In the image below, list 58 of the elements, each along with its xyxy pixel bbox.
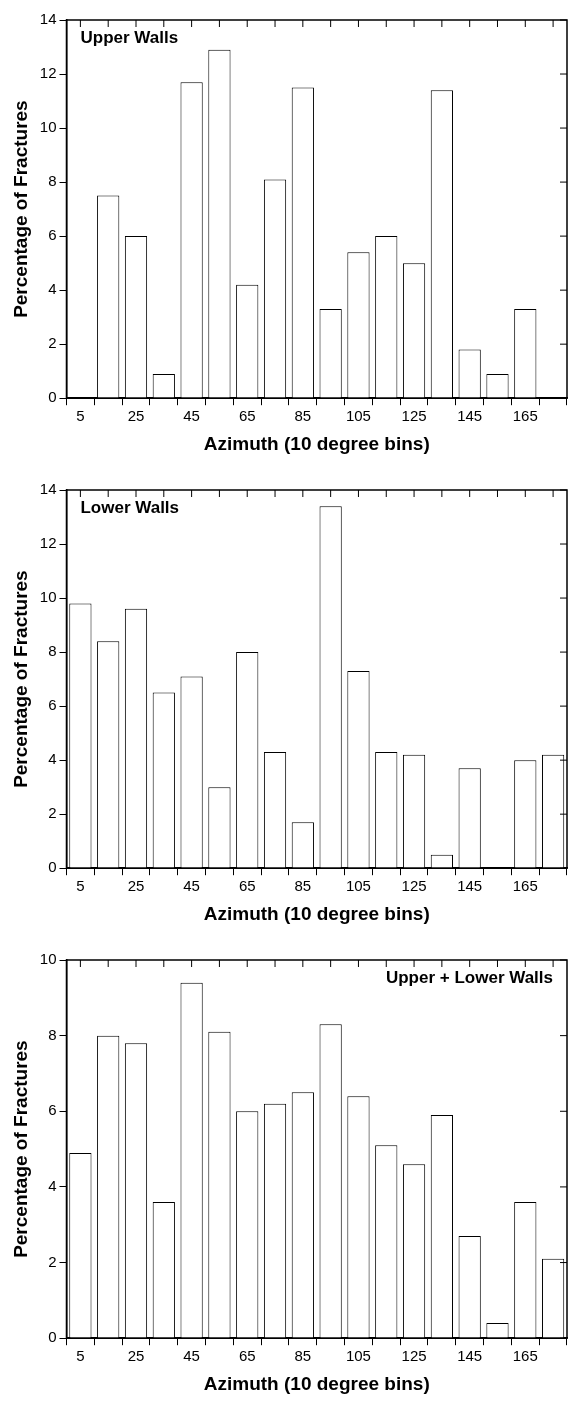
x-tick-label: 45 — [183, 1347, 200, 1365]
y-tick-label: 14 — [39, 10, 57, 28]
text: Lower Walls — [80, 498, 180, 518]
x-axis-title: Azimuth (10 degree bins) — [203, 432, 430, 454]
y-tick-label: 10 — [39, 588, 57, 606]
y-tick-label: 0 — [48, 858, 57, 876]
x-tick-label: 165 — [512, 407, 538, 425]
x-tick-label: 105 — [345, 1347, 371, 1365]
y-tick-label: 0 — [48, 388, 57, 406]
x-tick-label: 145 — [457, 407, 483, 425]
y-tick-label: 0 — [48, 1328, 57, 1346]
y-tick-label: 4 — [48, 750, 57, 768]
x-tick-label: 5 — [76, 877, 85, 895]
y-tick-label: 8 — [48, 172, 57, 190]
y-tick-label: 8 — [48, 642, 57, 660]
y-tick-label: 10 — [39, 118, 57, 136]
x-tick-label: 25 — [127, 877, 145, 895]
y-axis-title: Percentage of Fractures — [9, 570, 31, 788]
x-tick-label: 5 — [76, 407, 85, 425]
x-tick-label: 85 — [294, 877, 312, 895]
x-tick-label: 165 — [512, 1347, 538, 1365]
x-axis-title: Azimuth (10 degree bins) — [203, 1372, 430, 1394]
y-tick-label: 2 — [48, 1252, 57, 1270]
x-tick-label: 65 — [238, 1347, 256, 1365]
x-tick-label: 105 — [345, 877, 371, 895]
x-tick-label: 5 — [76, 1347, 85, 1365]
x-tick-label: 25 — [127, 1347, 145, 1365]
x-tick-label: 165 — [512, 877, 538, 895]
y-tick-label: 8 — [48, 1025, 57, 1043]
y-tick-label: 12 — [39, 64, 57, 82]
y-axis-title: Percentage of Fractures — [9, 1040, 31, 1258]
y-tick-label: 2 — [48, 804, 57, 822]
text: Upper Walls — [80, 28, 179, 48]
y-tick-label: 14 — [39, 480, 57, 498]
y-tick-label: 4 — [48, 1177, 57, 1195]
x-tick-label: 45 — [183, 877, 200, 895]
text: Upper + Lower Walls — [385, 968, 553, 988]
x-tick-label: 105 — [345, 407, 371, 425]
y-tick-label: 10 — [39, 950, 57, 968]
y-axis-title: Percentage of Fractures — [9, 100, 31, 318]
x-tick-label: 125 — [401, 407, 427, 425]
x-tick-label: 25 — [127, 407, 145, 425]
x-tick-label: 125 — [401, 1347, 427, 1365]
y-tick-label: 6 — [48, 226, 57, 244]
y-tick-label: 4 — [48, 280, 57, 298]
x-tick-label: 85 — [294, 1347, 312, 1365]
x-tick-label: 125 — [401, 877, 427, 895]
y-tick-label: 12 — [39, 534, 57, 552]
y-tick-label: 2 — [48, 334, 57, 352]
y-tick-label: 6 — [48, 1101, 57, 1119]
x-axis-title: Azimuth (10 degree bins) — [203, 902, 430, 924]
x-tick-label: 45 — [183, 407, 200, 425]
y-tick-label: 6 — [48, 696, 57, 714]
x-tick-label: 145 — [457, 877, 483, 895]
x-tick-label: 65 — [238, 877, 256, 895]
x-tick-label: 145 — [457, 1347, 483, 1365]
x-tick-label: 65 — [238, 407, 256, 425]
x-tick-label: 85 — [294, 407, 312, 425]
